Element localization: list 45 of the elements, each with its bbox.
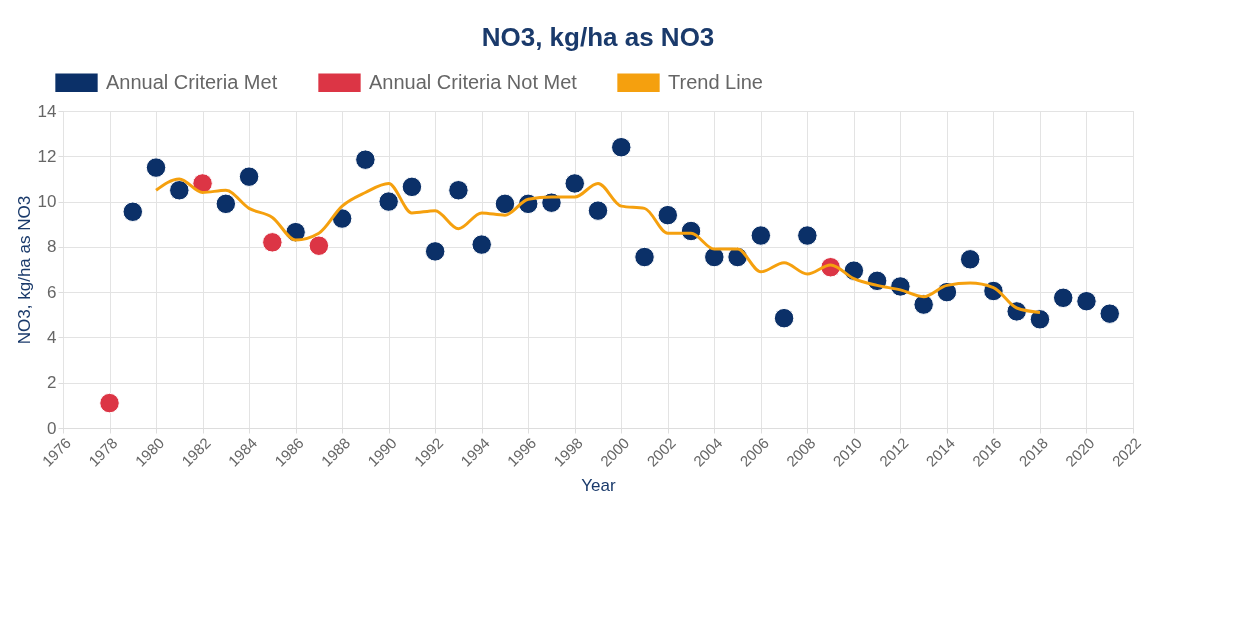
y-tick-label: 2 bbox=[47, 373, 57, 393]
point bbox=[331, 208, 353, 229]
point bbox=[424, 241, 446, 262]
point bbox=[215, 193, 237, 215]
y-axis-title: NO3, kg/ha as NO3 bbox=[14, 195, 34, 345]
point bbox=[145, 157, 167, 178]
y-tick-label: 10 bbox=[37, 192, 57, 212]
y-tick-label: 8 bbox=[47, 237, 57, 257]
legend-label: Trend Line bbox=[668, 70, 763, 93]
point bbox=[122, 201, 144, 222]
point bbox=[959, 249, 981, 270]
point bbox=[238, 166, 260, 187]
point bbox=[634, 246, 655, 268]
point bbox=[1076, 290, 1097, 312]
point bbox=[913, 294, 934, 315]
point bbox=[378, 191, 399, 212]
x-axis-title: Year bbox=[581, 475, 617, 495]
point bbox=[1099, 303, 1120, 324]
point bbox=[611, 137, 632, 158]
point bbox=[773, 307, 795, 329]
point bbox=[797, 225, 818, 246]
point bbox=[401, 176, 423, 198]
y-tick-label: 14 bbox=[37, 101, 57, 121]
y-tick-label: 4 bbox=[47, 327, 57, 347]
point bbox=[308, 235, 330, 256]
chart-title: NO3, kg/ha as NO3 bbox=[481, 22, 715, 52]
point bbox=[1029, 309, 1051, 330]
point bbox=[494, 193, 516, 215]
point bbox=[750, 225, 772, 246]
point bbox=[169, 180, 190, 201]
legend-label: Annual Criteria Met bbox=[106, 70, 278, 93]
point bbox=[657, 204, 679, 226]
point bbox=[564, 173, 585, 194]
point bbox=[704, 246, 725, 268]
point bbox=[587, 200, 609, 221]
point bbox=[448, 180, 469, 201]
y-tick-label: 12 bbox=[37, 146, 57, 166]
point bbox=[1052, 287, 1074, 309]
legend-label: Annual Criteria Not Met bbox=[369, 70, 578, 93]
y-tick-label: 0 bbox=[47, 418, 57, 438]
point bbox=[355, 149, 376, 170]
point bbox=[262, 232, 283, 253]
point bbox=[471, 234, 492, 255]
point bbox=[99, 392, 120, 414]
y-tick-label: 6 bbox=[47, 282, 57, 302]
